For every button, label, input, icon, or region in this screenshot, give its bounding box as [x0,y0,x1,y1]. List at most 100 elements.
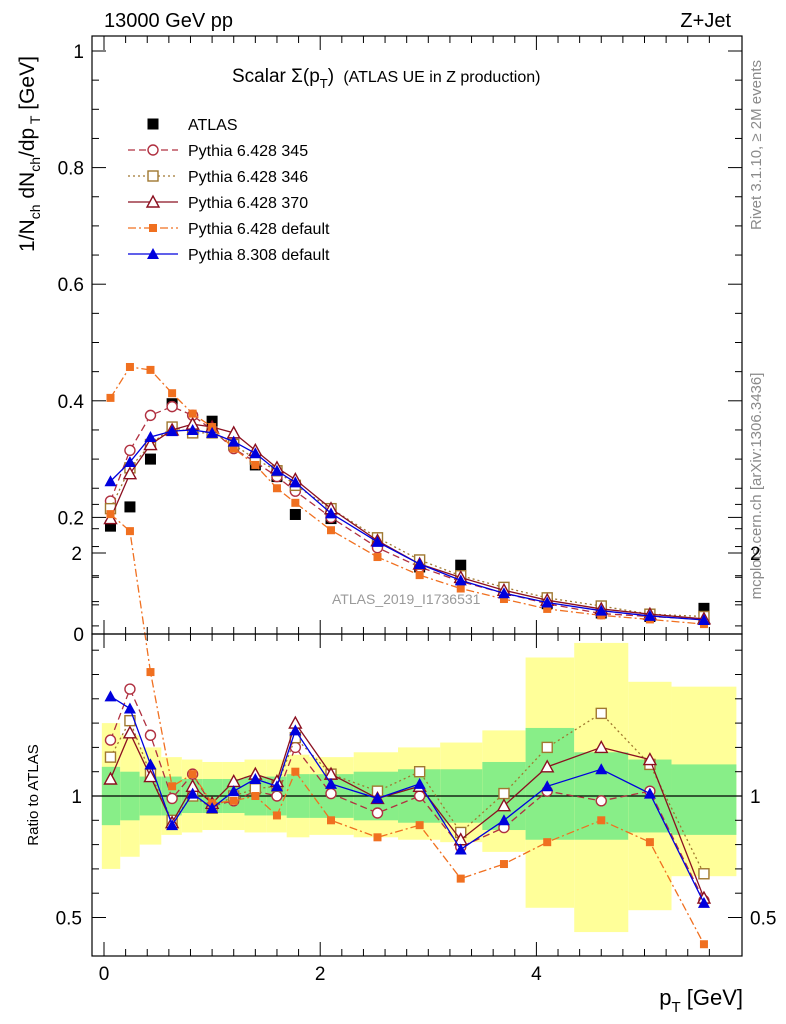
ratio-point [122,725,138,739]
data-point [698,602,710,614]
main-axis-ticks: 0 0.2 0.4 0.6 0.8 1 [58,36,742,646]
main-y-tick-label: 0.8 [58,159,84,180]
legend-marker [147,170,159,182]
ratio-point [166,792,178,805]
data-point [125,362,134,371]
ratio-point [540,759,555,773]
data-point [413,558,426,570]
series-line [109,423,705,620]
series-pythia-6-428-default [106,362,708,629]
ratio-point [144,729,157,741]
data-point [541,596,554,608]
main-series [103,362,712,629]
ratio-point [371,792,384,804]
data-point [124,501,136,513]
ratio-point [697,896,710,908]
main-y-tick-label: 0 [73,625,84,646]
ratio-point [146,668,155,677]
main-y-tick-label: 0.6 [58,275,84,296]
legend-label: Pythia 8.308 default [188,247,330,264]
ratio-uncertainty-bands [101,642,737,933]
series-line [109,405,704,621]
data-point [371,535,384,547]
data-point [289,508,301,520]
mcplots-label: mcplots.cern.ch [arXiv:1306.3436] [748,373,765,600]
ratio-point [541,780,554,792]
ratio-point [597,816,606,825]
ratio-point [229,796,238,805]
ratio-point [227,785,240,797]
ratio-y-axis-label: Ratio to ATLAS [25,744,42,845]
ratio-point [456,874,465,883]
ratio-series [103,510,712,949]
legend: ATLAS Pythia 6.428 345 Pythia 6.428 346 Pyt… [128,117,330,264]
data-point [643,609,656,621]
data-point [186,423,199,435]
data-point [454,574,467,586]
legend-marker [147,118,159,130]
ratio-point [289,724,302,736]
data-point [122,466,138,480]
rivet-label: Rivet 3.1.10, ≥ 2M events [748,60,765,230]
data-point [415,571,424,580]
legend-label: ATLAS [188,117,238,134]
ratio-point [251,792,260,800]
ratio-point [594,739,609,754]
ratio-point [325,787,337,800]
series-line [109,366,705,625]
data-point [251,460,260,469]
ratio-point [699,940,708,949]
ratio-point [168,782,177,791]
legend-entry: Pythia 6.428 370 [128,194,308,212]
ratio-point [454,843,467,855]
ratio-point [143,769,158,783]
main-y-tick-label: 0.2 [58,508,84,529]
ratio-point [698,868,710,880]
ratio-axis-ticks: 0.5 0.5 1 1 2 2 0 2 4 [56,503,776,985]
x-axis-label: pT [GeV] [659,985,743,1016]
ratio-point [272,811,281,820]
data-point [188,409,197,418]
x-tick-label: 4 [531,964,542,985]
data-point [595,604,608,616]
ratio-point [327,816,336,825]
ratio-point [643,787,656,799]
data-point [166,425,179,437]
ratio-panel: 0.5 0.5 1 1 2 2 0 2 4 Ratio to ATLAS [25,503,776,985]
data-point [373,553,382,562]
data-point [104,475,117,487]
ratio-point [206,802,219,814]
ratio-point [103,771,118,785]
ratio-point [106,510,115,519]
data-point [104,520,116,532]
data-point [291,498,300,507]
green-band [671,764,737,835]
data-point [144,430,157,442]
series-line [109,426,704,618]
data-point [146,365,155,374]
legend-marker [149,224,157,232]
x-tick-label: 0 [99,964,110,985]
ratio-point [124,683,136,695]
ratio-point [595,763,608,775]
main-y-tick-label: 0.4 [58,392,85,413]
header-process: Z+Jet [680,10,731,32]
legend-entry: Pythia 6.428 346 [128,169,308,186]
data-point [499,595,508,604]
data-point [289,476,302,488]
ratio-point [413,777,426,789]
main-y-tick-label: 1 [73,42,84,63]
data-point [106,393,115,402]
ratio-point [104,734,117,746]
data-point [227,435,240,447]
chart-title: Scalar Σ(pT) (ATLAS UE in Z production) [232,66,540,91]
ratio-point [497,814,510,826]
ratio-point [249,772,262,784]
legend-marker [145,194,161,208]
data-point [168,389,177,398]
main-y-axis-label: 1/Nch dNch/dp T [GeV] [16,56,43,252]
legend-marker [147,248,159,259]
ratio-point [188,770,197,779]
data-point [143,437,158,451]
